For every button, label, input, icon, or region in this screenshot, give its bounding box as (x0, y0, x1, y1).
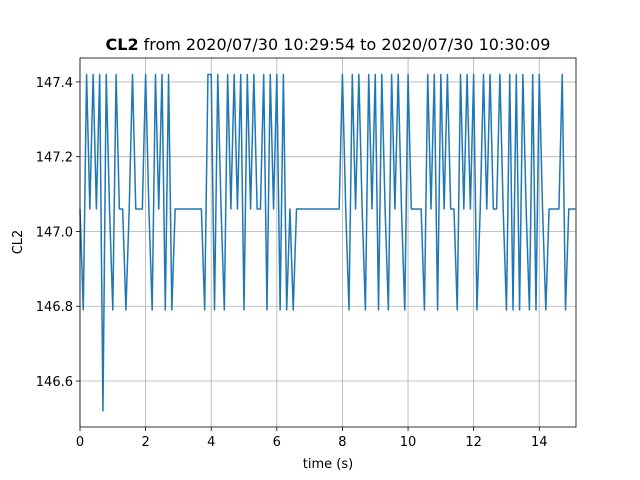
y-tick-label: 147.0 (36, 225, 73, 240)
y-tick-label: 146.6 (36, 375, 73, 390)
x-tick-label: 0 (76, 435, 84, 450)
y-tick-label: 146.8 (36, 300, 73, 315)
x-tick-label: 10 (400, 435, 417, 450)
x-tick-label: 4 (207, 435, 215, 450)
data-line (79, 73, 576, 412)
plot-frame (79, 57, 577, 428)
x-tick-label: 8 (338, 435, 346, 450)
x-tick-label: 12 (465, 435, 482, 450)
chart-title: CL2 from 2020/07/30 10:29:54 to 2020/07/3… (106, 35, 551, 54)
title-text: from 2020/07/30 10:29:54 to 2020/07/30 1… (144, 35, 551, 54)
x-tick-label: 2 (141, 435, 149, 450)
x-axis-label: time (s) (303, 457, 353, 472)
y-axis-label: CL2 (11, 230, 26, 255)
y-tick-label: 147.2 (36, 151, 73, 166)
x-tick-label: 6 (273, 435, 281, 450)
x-tick-label: 14 (531, 435, 548, 450)
y-tick-label: 147.4 (36, 76, 73, 91)
title-bold: CL2 (106, 35, 139, 54)
